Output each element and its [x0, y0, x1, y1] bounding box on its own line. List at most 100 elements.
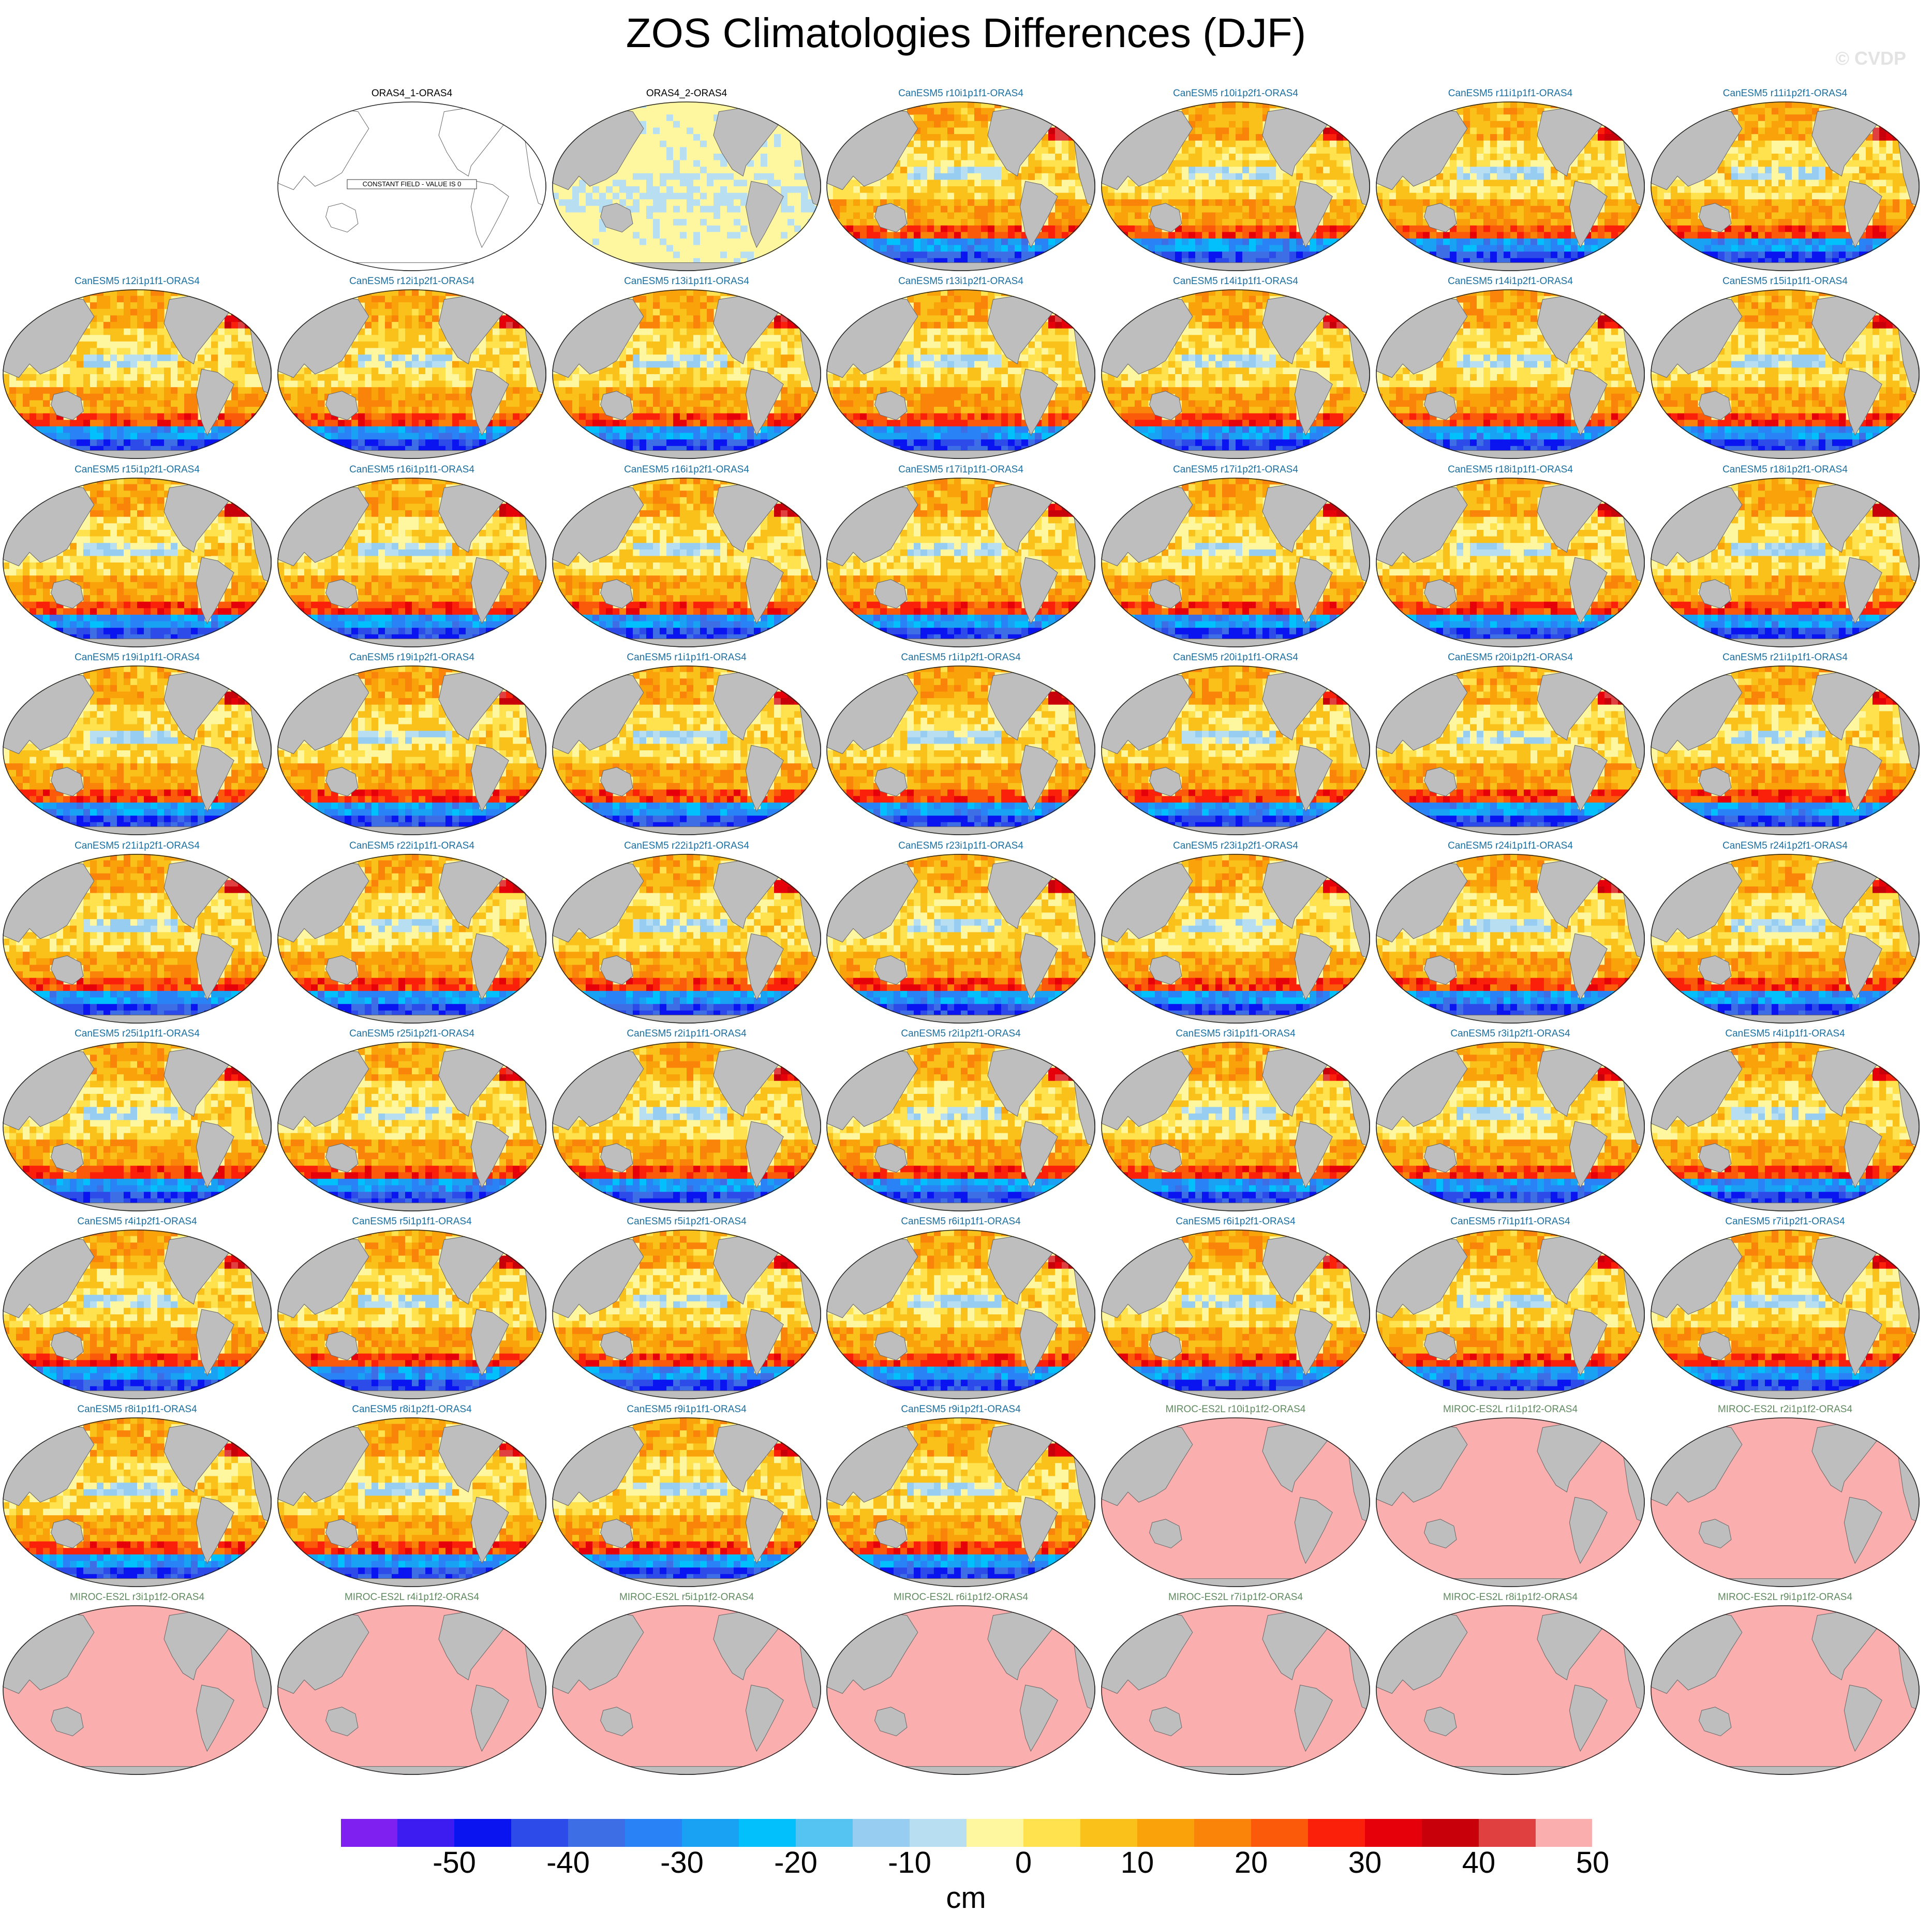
field-cell	[479, 439, 486, 447]
field-cell	[486, 335, 493, 342]
field-cell	[920, 167, 928, 174]
field-cell	[1089, 251, 1095, 259]
field-cell	[1825, 205, 1833, 213]
field-cell	[1209, 167, 1216, 174]
field-cell	[1463, 153, 1470, 161]
field-cell	[1792, 205, 1799, 213]
field-cell	[130, 380, 138, 388]
field-cell	[1316, 160, 1324, 167]
field-cell	[927, 127, 934, 135]
field-cell	[680, 180, 687, 187]
field-cell	[579, 232, 586, 239]
field-cell	[968, 199, 975, 206]
field-cell	[445, 420, 453, 427]
field-cell	[1564, 212, 1571, 219]
field-cell	[238, 439, 245, 447]
field-cell	[311, 374, 318, 381]
field-cell	[238, 361, 245, 368]
field-cell	[265, 289, 272, 297]
field-cell	[1772, 101, 1779, 109]
field-cell	[43, 446, 50, 453]
field-cell	[1310, 160, 1317, 167]
field-cell	[1524, 121, 1531, 128]
field-cell	[673, 173, 680, 180]
field-cell	[225, 413, 232, 420]
field-cell	[687, 167, 694, 174]
field-cell	[626, 245, 633, 252]
field-cell	[1202, 127, 1209, 135]
land-mass	[1699, 203, 1732, 233]
field-cell	[887, 173, 894, 180]
field-cell	[1048, 153, 1056, 161]
field-cell	[794, 238, 801, 246]
field-cell	[734, 232, 741, 239]
field-cell	[251, 380, 259, 388]
field-cell	[184, 426, 191, 434]
field-cell	[231, 387, 239, 394]
field-cell	[124, 361, 131, 368]
field-cell	[392, 295, 399, 303]
field-cell	[1510, 167, 1518, 174]
field-cell	[1001, 186, 1008, 194]
field-cell	[1389, 238, 1396, 246]
field-cell	[1751, 180, 1759, 187]
field-cell	[1262, 160, 1270, 167]
field-cell	[1517, 245, 1524, 252]
field-cell	[164, 433, 171, 440]
field-cell	[432, 433, 439, 440]
field-cell	[640, 225, 647, 232]
field-cell	[1296, 238, 1303, 246]
field-cell	[1671, 238, 1678, 246]
field-cell	[1517, 153, 1524, 161]
field-cell	[1357, 114, 1364, 122]
field-cell	[304, 407, 311, 414]
field-cell	[211, 289, 218, 297]
field-cell	[1363, 114, 1370, 122]
field-cell	[1745, 121, 1752, 128]
field-cell	[1745, 212, 1752, 219]
field-cell	[1215, 121, 1223, 128]
field-cell	[1082, 121, 1089, 128]
field-cell	[1336, 232, 1344, 239]
field-cell	[1758, 180, 1765, 187]
field-cell	[1483, 219, 1491, 226]
field-cell	[1236, 127, 1243, 135]
field-cell	[1638, 232, 1645, 239]
field-cell	[378, 322, 385, 329]
field-cell	[1416, 251, 1423, 259]
field-cell	[1758, 121, 1765, 128]
field-cell	[398, 400, 406, 407]
field-cell	[16, 400, 23, 407]
field-cell	[1048, 232, 1056, 239]
field-cell	[1470, 180, 1477, 187]
field-cell	[1121, 101, 1128, 109]
field-cell	[56, 289, 64, 297]
field-cell	[566, 245, 573, 252]
field-cell	[245, 367, 252, 375]
field-cell	[619, 186, 627, 194]
field-cell	[1799, 186, 1806, 194]
field-cell	[961, 186, 968, 194]
field-cell	[144, 439, 151, 447]
field-cell	[1242, 101, 1250, 109]
field-cell	[660, 245, 667, 252]
field-cell	[238, 367, 245, 375]
field-cell	[586, 192, 593, 200]
field-cell	[1819, 160, 1826, 167]
field-cell	[29, 387, 37, 394]
field-cell	[1611, 140, 1618, 147]
field-cell	[1101, 108, 1108, 115]
field-cell	[680, 160, 687, 167]
field-cell	[90, 335, 97, 342]
field-cell	[1792, 127, 1799, 135]
field-cell	[1778, 173, 1786, 180]
field-cell	[853, 251, 860, 259]
field-cell	[640, 212, 647, 219]
field-cell	[693, 251, 701, 259]
field-cell	[907, 245, 914, 252]
field-cell	[1657, 114, 1665, 122]
field-cell	[954, 180, 961, 187]
field-cell	[365, 413, 372, 420]
field-cell	[968, 160, 975, 167]
field-cell	[1155, 192, 1162, 200]
